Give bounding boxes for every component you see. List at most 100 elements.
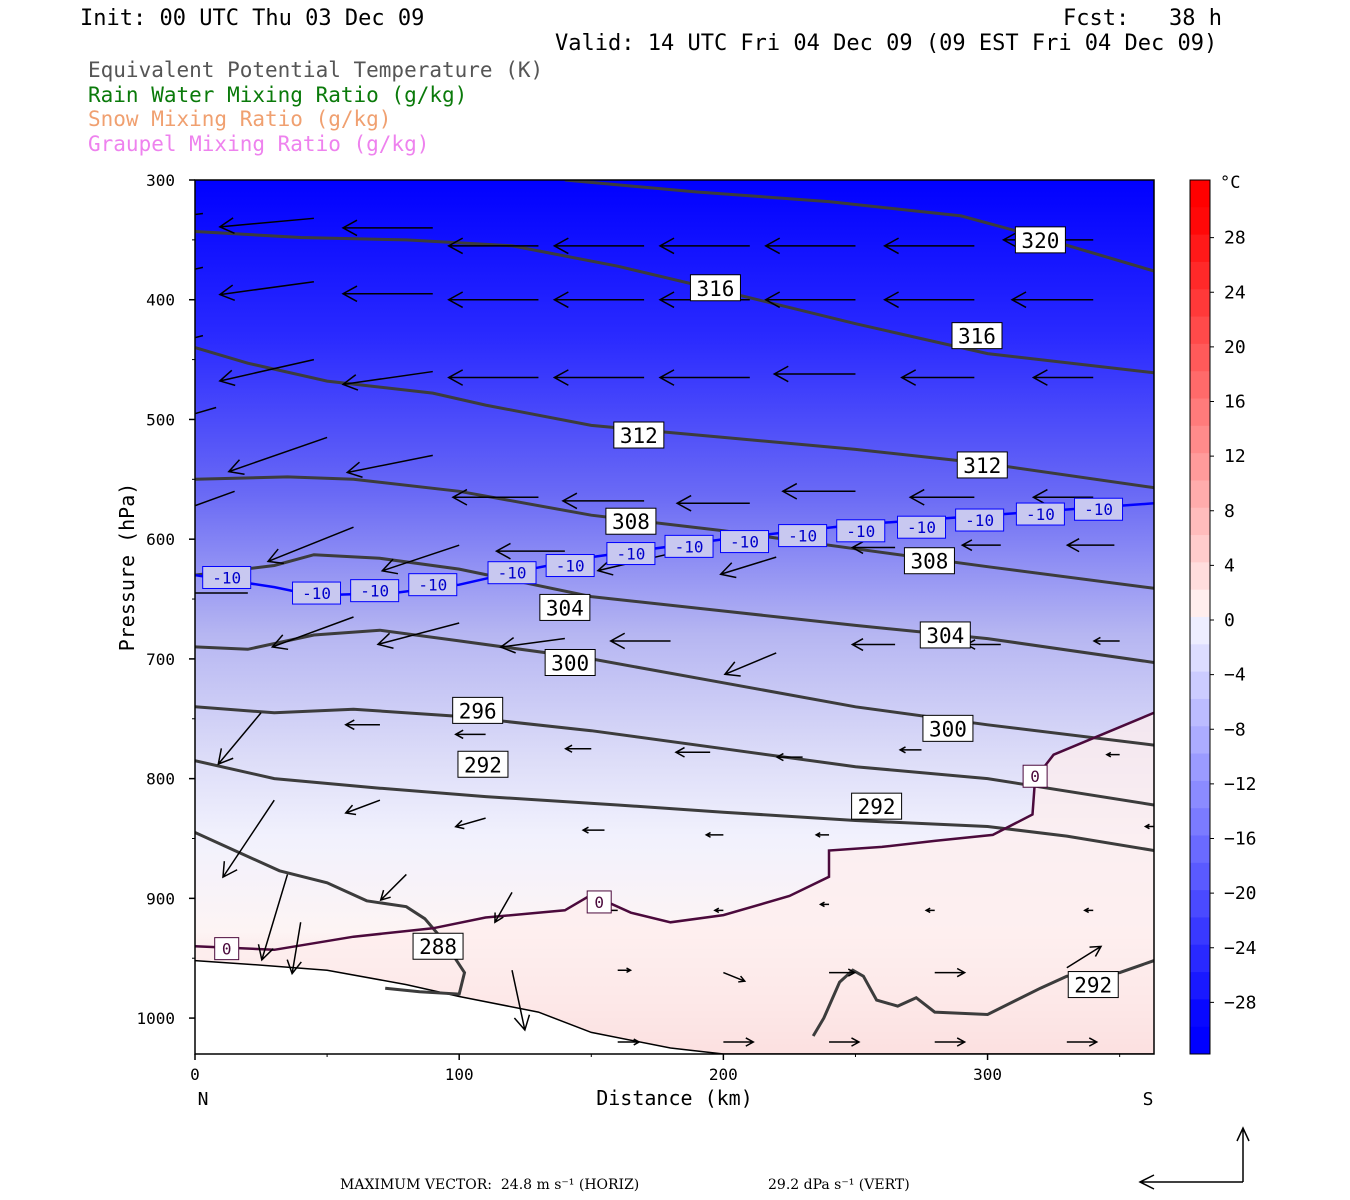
theta-e-label-316: 316 (696, 277, 734, 301)
temp-label-minus10-box (778, 524, 828, 548)
wind-vectors (195, 212, 1154, 1047)
colorbar-band (1190, 261, 1210, 290)
theta-e-contour-292 (195, 759, 1154, 852)
colorbar-frame (1189, 179, 1211, 1055)
temp-label-minus10: -10 (212, 568, 241, 587)
colorbar-band (1190, 808, 1210, 836)
temp-label-minus10: -10 (418, 576, 447, 595)
colorbar-tick-label: −4 (1224, 665, 1246, 686)
colorbar-band (1190, 780, 1210, 809)
wind-vector (883, 237, 975, 255)
wind-vector (345, 454, 433, 478)
wind-vector (850, 541, 896, 555)
theta-e-contour-300 (195, 628, 1154, 747)
wind-vector (380, 544, 460, 575)
theta-e-label-300: 300 (551, 651, 589, 675)
colorbar-band (1190, 753, 1210, 782)
wind-vector (270, 616, 354, 651)
y-tick-label: 700 (146, 650, 175, 669)
wind-vector (960, 539, 1001, 552)
wind-vector (379, 873, 407, 902)
wind-vector (454, 729, 486, 740)
colorbar-band (1190, 398, 1210, 427)
theta-e-label-292: 292 (1074, 974, 1112, 998)
colorbar (1189, 179, 1214, 1055)
wind-vector (344, 719, 380, 731)
temp-label-minus10: -10 (965, 511, 994, 530)
wind-vector (658, 369, 750, 386)
theta-e-label-296-box (452, 696, 504, 724)
wind-vector (257, 874, 289, 962)
wind-vector (222, 799, 275, 879)
temp-label-minus10-box (292, 581, 342, 605)
temp-label-minus10: -10 (556, 557, 585, 576)
theta-e-label-312-box (956, 451, 1008, 479)
colorbar-tick-label: 24 (1224, 282, 1246, 303)
theta-e-label-292-box (457, 750, 509, 778)
temp-label-minus10-box (1074, 497, 1124, 521)
colorbar-tick-label: 20 (1224, 337, 1246, 358)
temp-label-minus10-box (487, 561, 537, 585)
wind-vector (344, 799, 381, 816)
theta-e-contour-296 (195, 705, 1154, 807)
temp-label-minus10: -10 (730, 533, 759, 552)
temp-label-minus10: -10 (1026, 505, 1055, 524)
theta-e-label-292-box (851, 792, 903, 820)
wind-vector (195, 334, 204, 339)
wind-vector (818, 901, 830, 908)
colorbar-band (1190, 944, 1210, 973)
theta-e-label-320: 320 (1021, 229, 1059, 253)
theta-e-contour-292 (811, 959, 1154, 1037)
wind-vector (814, 832, 830, 838)
theta-e-label-300-box (922, 714, 974, 742)
wind-vector (218, 217, 314, 234)
wind-vector (195, 212, 204, 216)
plot-frame (194, 179, 1155, 1055)
temperature-contour-0 (195, 711, 1154, 952)
legend-theta-e: Equivalent Potential Temperature (K) (88, 58, 544, 82)
wind-vector (227, 436, 328, 476)
wind-vector (674, 746, 711, 758)
colorbar-band (1190, 562, 1210, 591)
colorbar-tick-label: −16 (1224, 829, 1257, 850)
legend-snow: Snow Mixing Ratio (g/kg) (88, 107, 392, 131)
temp-label-minus10: -10 (498, 564, 527, 583)
theta-e-label-308: 308 (910, 550, 948, 574)
temp-label-minus10: -10 (360, 582, 389, 601)
wind-vector (772, 365, 856, 383)
wind-vector (217, 712, 262, 766)
forecast-hour: Fcst: 38 h (1063, 6, 1222, 31)
wind-vector (286, 922, 302, 976)
temp-label-minus10-box (202, 565, 252, 589)
max-vertical-label: 29.2 dPa s⁻¹ (VERT) (768, 1177, 910, 1193)
wind-vector (658, 237, 750, 255)
theta-e-label-292: 292 (464, 753, 502, 777)
temp-label-0: 0 (1030, 767, 1040, 786)
wind-vector (829, 1037, 861, 1047)
y-tick-label: 300 (146, 171, 175, 190)
init-time: Init: 00 UTC Thu 03 Dec 09 (80, 6, 425, 31)
colorbar-band (1190, 862, 1210, 891)
temp-label-0: 0 (594, 893, 604, 912)
wind-vector (447, 369, 539, 386)
temp-label-0-box (586, 890, 612, 914)
y-tick-label: 600 (146, 530, 175, 549)
colorbar-band (1190, 644, 1210, 673)
wind-vector (218, 358, 315, 387)
temp-label-minus10-box (606, 542, 656, 566)
wind-vector (447, 237, 539, 255)
wind-vector (829, 968, 857, 977)
wind-vector (1031, 488, 1094, 506)
colorbar-band (1190, 671, 1210, 700)
wind-vector (564, 744, 592, 753)
colorbar-band (1190, 180, 1210, 208)
y-tick-label: 800 (146, 770, 175, 789)
terrain-mask (195, 960, 1154, 1054)
wind-vector (723, 1037, 755, 1047)
temp-label-minus10: -10 (788, 527, 817, 546)
colorbar-tick-label: −20 (1224, 883, 1257, 904)
wind-vector (719, 556, 777, 579)
colorbar-band (1190, 371, 1210, 399)
wind-vector (723, 652, 777, 677)
